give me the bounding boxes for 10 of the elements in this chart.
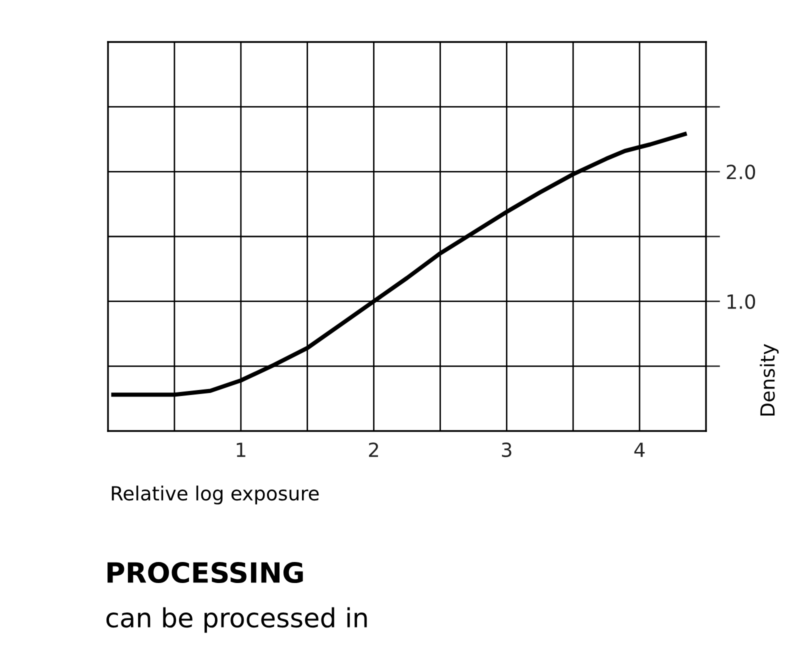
y-tick-label: 2.0: [726, 164, 756, 180]
x-tick-label: 4: [634, 442, 645, 457]
x-tick-label: 2: [369, 442, 378, 457]
text: PROCESSING: [108, 562, 303, 584]
y-tick-label: 1.0: [728, 294, 756, 309]
x-tick-label: 1: [236, 442, 246, 457]
y-axis-title: Density: [760, 344, 779, 416]
text: can be processed in: [106, 607, 367, 633]
x-tick-label: 3: [502, 442, 512, 458]
x-axis-title: Relative log exposure: [112, 486, 319, 504]
